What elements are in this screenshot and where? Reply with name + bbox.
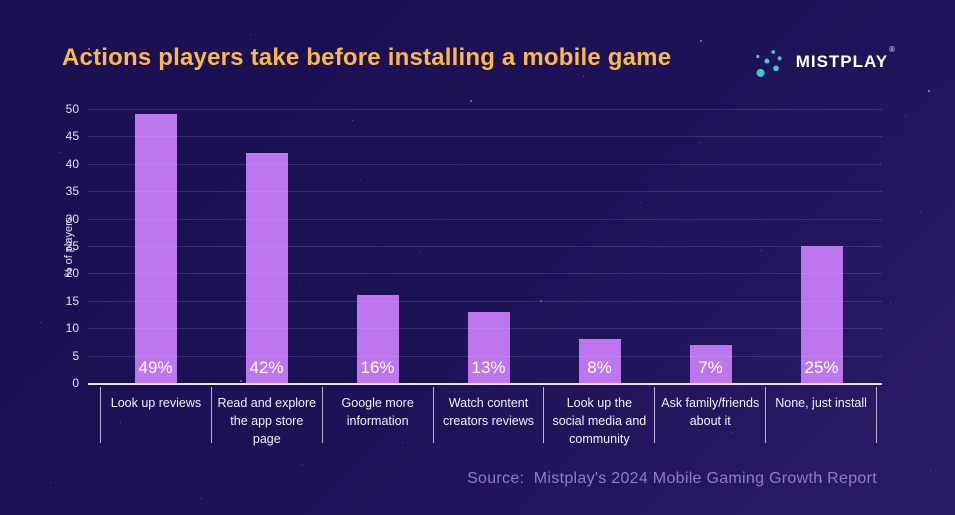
gridline (88, 136, 882, 138)
gridline (88, 218, 882, 220)
mistplay-logo-icon (755, 50, 782, 77)
mistplay-logo-text: MISTPLAY® (795, 45, 896, 71)
y-tick-label: 40 (65, 156, 79, 171)
bar-value-label: 25% (804, 358, 839, 377)
bar-chart-plot-area: 49% 42% 16% 13% 8% 7% 25% 0 5 10 15 20 25 30 35 40 45 50 (66, 102, 882, 390)
bar-value-label: 13% (471, 358, 506, 377)
category-label: Watch content creators reviews (432, 387, 544, 443)
y-tick-label: 5 (72, 348, 79, 363)
source-note: Source: Mistplay's 2024 Mobile Gaming Gr… (467, 470, 877, 487)
star-specks-bright (0, 0, 2, 2)
bar-value-label: 16% (360, 358, 395, 377)
bar: 16% (356, 295, 399, 383)
gridline (88, 163, 882, 165)
bar-value-label: 7% (698, 358, 723, 377)
y-tick-label: 20 (65, 266, 79, 281)
y-tick-label: 10 (65, 321, 79, 336)
category-label: Ask family/friends about it (654, 387, 765, 443)
registered-trademark-symbol: ® (889, 45, 896, 54)
gridline (88, 109, 882, 110)
bar-cell: 7% (655, 109, 766, 383)
category-label: Look up reviews (100, 387, 211, 443)
page-title: Actions players take before installing a… (62, 44, 672, 71)
bar-value-label: 8% (587, 358, 612, 377)
y-tick-label: 35 (65, 184, 79, 199)
gridline (88, 246, 882, 247)
x-axis-category-labels: Look up reviews Read and explore the app … (100, 387, 878, 446)
y-tick-label: 30 (65, 211, 79, 226)
y-tick-label: 50 (65, 102, 79, 116)
category-label: Read and explore the app store page (210, 387, 322, 446)
bar: 13% (467, 311, 510, 383)
gridline (88, 328, 882, 330)
bar-cell: 42% (211, 109, 322, 383)
y-tick-label: 0 (72, 376, 79, 390)
gridline (88, 273, 882, 275)
bars-container: 49% 42% 16% 13% 8% 7% 25% (100, 109, 877, 383)
bar-cell: 25% (766, 109, 877, 383)
y-tick-label: 25 (65, 239, 79, 253)
y-tick-label: 15 (65, 293, 79, 308)
bar-value-label: 49% (138, 358, 173, 377)
gridline (88, 300, 882, 302)
bar: 49% (134, 114, 177, 383)
gridline (88, 355, 882, 357)
bar: 25% (800, 246, 843, 383)
bar: 42% (245, 152, 288, 383)
bar: 7% (689, 344, 732, 383)
gridline (88, 191, 882, 193)
bar-value-label: 42% (249, 358, 284, 377)
star-specks (0, 0, 1, 1)
mistplay-logo: MISTPLAY® (746, 42, 895, 82)
category-label: Google more information (321, 387, 433, 443)
y-tick-label: 45 (65, 129, 79, 144)
category-label: None, just install (765, 387, 878, 443)
bar-cell: 16% (322, 109, 433, 383)
bar-cell: 8% (544, 109, 655, 383)
bar-cell: 49% (100, 109, 211, 383)
bar: 8% (578, 339, 621, 383)
category-label: Look up the social media and community (543, 387, 654, 446)
bar-cell: 13% (433, 109, 544, 383)
